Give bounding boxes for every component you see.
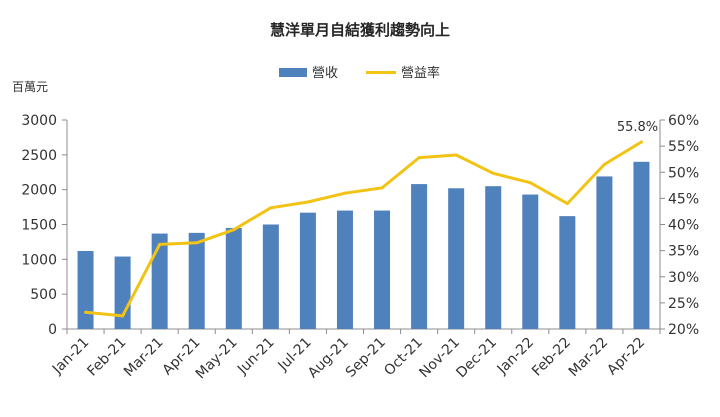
margin-point xyxy=(528,181,532,185)
margin-data-label: 55.8% xyxy=(617,120,658,135)
left-tick-label: 3000 xyxy=(21,113,57,129)
x-tick-label: Mar-21 xyxy=(121,335,167,381)
margin-point xyxy=(639,140,643,144)
revenue-bar xyxy=(485,186,502,329)
x-tick-label: Feb-21 xyxy=(84,335,129,380)
x-tick-label: Feb-22 xyxy=(529,335,574,380)
legend: 營收 營益率 xyxy=(279,65,440,81)
x-tick-label: Jan-22 xyxy=(494,335,537,378)
legend-label-revenue: 營收 xyxy=(312,66,338,81)
right-tick-label: 45% xyxy=(668,191,699,207)
x-tick-label: Jun-21 xyxy=(234,335,278,379)
revenue-bar xyxy=(448,188,465,329)
margin-point xyxy=(306,200,310,204)
margin-point xyxy=(454,153,458,157)
margin-point xyxy=(417,156,421,160)
left-axis-unit: 百萬元 xyxy=(12,80,48,94)
right-tick-label: 35% xyxy=(668,244,699,260)
margin-point xyxy=(269,206,273,210)
left-tick-label: 2500 xyxy=(21,148,57,164)
right-tick-label: 30% xyxy=(668,270,699,286)
revenue-bar xyxy=(336,210,353,329)
margin-point xyxy=(84,310,88,314)
chart-title: 慧洋單月自結獲利趨勢向上 xyxy=(270,21,450,39)
revenue-bar xyxy=(633,161,650,329)
margin-point xyxy=(195,241,199,245)
margin-point xyxy=(158,242,162,246)
margin-polyline xyxy=(85,140,643,318)
revenue-bar xyxy=(114,256,131,329)
revenue-bar xyxy=(559,216,576,329)
right-tick-label: 60% xyxy=(668,113,699,129)
margin-point xyxy=(343,191,347,195)
x-tick-label: Apr-22 xyxy=(604,335,648,379)
legend-swatch-revenue xyxy=(279,68,307,77)
revenue-bars xyxy=(77,161,650,329)
revenue-bar xyxy=(411,184,428,329)
revenue-bar xyxy=(596,176,613,329)
left-tick-label: 1000 xyxy=(21,252,57,268)
revenue-bar xyxy=(225,227,242,329)
x-tick-label: Aug-21 xyxy=(305,335,352,382)
revenue-bar xyxy=(151,233,168,329)
revenue-bar xyxy=(262,224,279,329)
x-tick-label: Sep-21 xyxy=(343,335,389,381)
revenue-bar xyxy=(77,250,94,329)
left-tick-label: 500 xyxy=(30,287,57,303)
right-tick-label: 20% xyxy=(668,322,699,338)
left-tick-label: 2000 xyxy=(21,183,57,199)
left-tick-label: 1500 xyxy=(21,218,57,234)
margin-point xyxy=(232,228,236,232)
x-tick-label: Dec-21 xyxy=(453,335,500,382)
x-tick-label: May-21 xyxy=(193,335,241,383)
margin-point xyxy=(491,171,495,175)
left-tick-label: 0 xyxy=(48,322,57,338)
x-tick-label: Jan-21 xyxy=(49,335,92,378)
revenue-bar xyxy=(374,210,391,329)
right-tick-label: 40% xyxy=(668,218,699,234)
x-tick-label: Mar-22 xyxy=(566,335,612,381)
margin-line xyxy=(84,140,643,318)
right-tick-label: 55% xyxy=(668,139,699,155)
revenue-bar xyxy=(188,232,205,329)
legend-label-margin: 營益率 xyxy=(401,65,440,81)
margin-point xyxy=(565,202,569,206)
right-tick-label: 50% xyxy=(668,165,699,181)
right-tick-label: 25% xyxy=(668,296,699,312)
x-tick-label: Nov-21 xyxy=(416,335,463,382)
margin-point xyxy=(121,314,125,318)
revenue-bar xyxy=(299,212,316,329)
margin-point xyxy=(380,186,384,190)
revenue-bar xyxy=(522,194,539,329)
margin-point xyxy=(602,162,606,166)
